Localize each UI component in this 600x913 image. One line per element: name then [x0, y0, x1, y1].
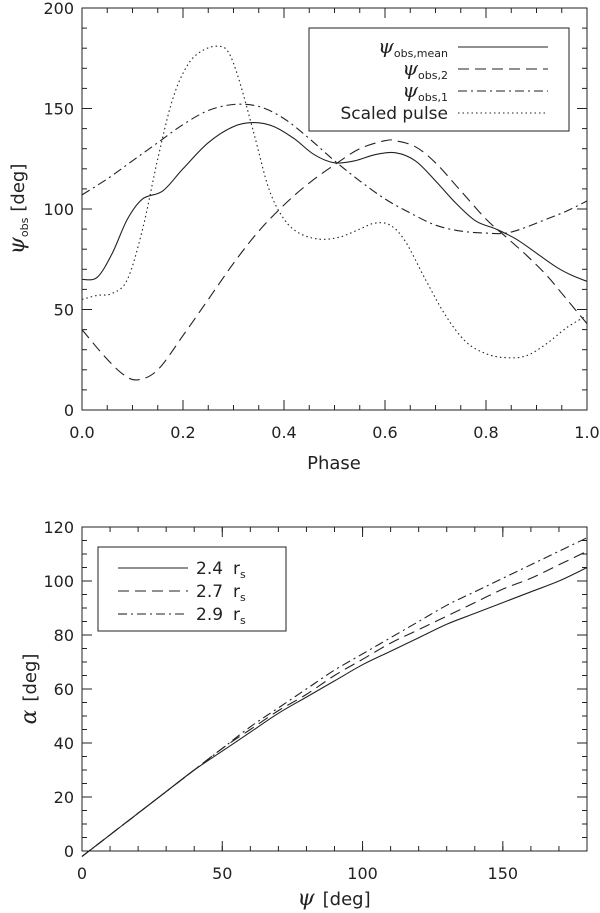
y-tick-label: 60	[54, 680, 74, 699]
x-tick-label: 0.0	[69, 423, 94, 442]
top-y-tick-labels: 0 50 100 150 200	[43, 0, 74, 420]
series-line-1	[81, 139, 588, 381]
top-tick-marks	[81, 7, 588, 411]
y-tick-label: 40	[54, 734, 74, 753]
top-legend-box	[308, 27, 570, 132]
legend-subscript: obs,mean	[394, 47, 448, 60]
bottom-y-tick-labels: 0 20 40 60 80 100 120	[43, 518, 74, 861]
top-y-axis-unit: [deg]	[8, 164, 29, 212]
x-tick-label: 1.0	[574, 423, 599, 442]
y-tick-label: 150	[43, 100, 74, 119]
x-tick-label: 50	[212, 864, 232, 883]
legend-subscript: obs,1	[418, 91, 448, 104]
series-line-0	[81, 567, 588, 857]
bottom-plot-frame	[81, 526, 588, 852]
top-x-tick-labels: 0.0 0.2 0.4 0.6 0.8 1.0	[69, 423, 599, 442]
bottom-legend-box	[97, 546, 287, 632]
legend-symbol: ψ	[378, 34, 394, 58]
x-tick-label: 0	[77, 864, 87, 883]
bottom-x-axis-symbol: ψ	[297, 886, 315, 911]
legend-value: 2.4	[196, 559, 223, 579]
y-tick-label: 100	[43, 200, 74, 219]
bottom-y-axis-unit: [deg]	[20, 654, 41, 702]
bottom-y-axis-symbol: α	[17, 709, 42, 724]
legend-symbol: ψ	[402, 78, 418, 102]
legend-label-2: 2.9 rs	[196, 605, 246, 627]
legend-value: 2.9	[196, 605, 223, 625]
legend-symbol: ψ	[402, 56, 418, 80]
top-x-axis-label: Phase	[307, 453, 361, 474]
legend-value: 2.7	[196, 582, 223, 602]
bottom-series-lines	[81, 537, 588, 857]
top-y-axis-label: ψobs [deg]	[5, 164, 31, 255]
legend-label-2: ψobs,1	[402, 78, 448, 104]
y-tick-label: 50	[54, 301, 74, 320]
svg-text:α[deg]: α [deg]	[17, 654, 42, 725]
y-tick-label: 200	[43, 0, 74, 18]
legend-label-0: 2.4 rs	[196, 559, 246, 581]
series-line-2	[81, 103, 588, 235]
svg-text:ψobs[deg]: ψobs [deg]	[5, 164, 31, 255]
top-plot-frame	[81, 7, 588, 411]
legend-subscript: s	[240, 591, 246, 604]
x-tick-label: 0.2	[170, 423, 195, 442]
bottom-x-axis-label: ψ [deg]	[297, 886, 370, 911]
x-tick-label: 0.6	[372, 423, 397, 442]
bottom-x-axis-unit: [deg]	[323, 889, 371, 910]
top-y-axis-subscript: obs	[18, 217, 31, 237]
bottom-legend: 2.4 rs2.7 rs2.9 rs	[97, 546, 287, 632]
y-tick-label: 0	[64, 842, 74, 861]
y-tick-label: 120	[43, 518, 74, 537]
series-line-1	[81, 550, 588, 857]
top-y-axis-symbol: ψ	[5, 236, 30, 254]
series-line-3	[81, 45, 588, 359]
y-tick-label: 80	[54, 626, 74, 645]
legend-label-1: ψobs,2	[402, 56, 448, 82]
legend-subscript: s	[240, 614, 246, 627]
legend-label-1: 2.7 rs	[196, 582, 246, 604]
top-series-lines	[81, 45, 588, 381]
y-tick-label: 100	[43, 572, 74, 591]
legend-unit: r	[233, 605, 240, 625]
legend-label-3: Scaled pulse	[340, 104, 448, 124]
x-tick-label: 0.8	[473, 423, 498, 442]
legend-unit: r	[233, 582, 240, 602]
legend-subscript: s	[240, 568, 246, 581]
x-tick-label: 150	[488, 864, 519, 883]
legend-label-0: ψobs,mean	[378, 34, 448, 60]
bottom-y-axis-label: α [deg]	[17, 654, 42, 725]
legend-unit: r	[233, 559, 240, 579]
x-tick-label: 0.4	[271, 423, 296, 442]
series-line-2	[81, 537, 588, 857]
x-tick-label: 100	[347, 864, 378, 883]
bottom-tick-marks	[81, 526, 588, 852]
legend-subscript: obs,2	[418, 69, 448, 82]
y-tick-label: 0	[64, 401, 74, 420]
svg-text:ψ[deg]: ψ [deg]	[297, 886, 370, 911]
bottom-x-tick-labels: 0 50 100 150	[77, 864, 518, 883]
legend-text: Scaled pulse	[340, 104, 448, 124]
series-line-0	[81, 122, 588, 282]
y-tick-label: 20	[54, 788, 74, 807]
